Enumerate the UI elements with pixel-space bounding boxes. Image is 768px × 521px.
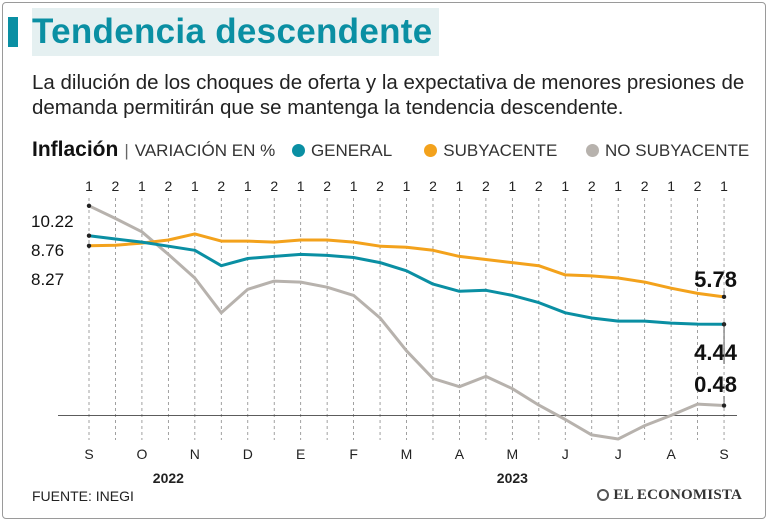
month-tick-label: J: [615, 446, 622, 462]
legend-dot-general: [291, 144, 305, 157]
fortnight-tick-label: 1: [85, 178, 93, 194]
y-start-label: 8.76: [31, 241, 64, 260]
year-label: 2023: [497, 470, 528, 486]
y-start-labels: 10.22 8.76 8.27: [31, 212, 74, 289]
fortnight-tick-label: 1: [138, 178, 146, 194]
legend-label-no-subyacente: NO SUBYACENTE: [605, 141, 750, 160]
fortnight-tick-label: 2: [482, 178, 490, 194]
end-value-label: 5.78: [694, 267, 737, 292]
fortnight-tick-label: 1: [667, 178, 675, 194]
series-line: [87, 204, 726, 441]
fortnight-tick-label: 2: [323, 178, 331, 194]
fortnight-tick-label: 1: [508, 178, 516, 194]
legend-label-general: GENERAL: [310, 141, 392, 160]
month-tick-label: F: [349, 446, 358, 462]
series-start-point: [86, 203, 92, 208]
legend-dot-subyacente: [424, 144, 438, 157]
month-tick-label: M: [507, 446, 519, 462]
month-tick-label: O: [136, 446, 147, 462]
fortnight-tick-label: 1: [456, 178, 464, 194]
month-tick-label: M: [401, 446, 413, 462]
end-value-labels: 5.78 4.44 0.48: [694, 267, 738, 403]
fortnight-tick-label: 1: [191, 178, 199, 194]
month-tick-label: S: [719, 446, 728, 462]
fortnight-tick-label: 1: [403, 178, 411, 194]
page-subtitle: La dilución de los choques de oferta y l…: [32, 71, 745, 119]
fortnight-tick-label: 2: [588, 178, 596, 194]
title-accent-bar: [8, 17, 18, 47]
brand-logo: EL ECONOMISTA: [597, 487, 742, 504]
fortnight-tick-label: 2: [376, 178, 384, 194]
fortnight-tick-label: 1: [244, 178, 252, 194]
legend-dot-no-subyacente: [586, 144, 600, 157]
month-tick-label: J: [562, 446, 569, 462]
fortnight-tick-label: 1: [561, 178, 569, 194]
year-label: 2022: [153, 470, 184, 486]
month-tick-label: S: [84, 446, 93, 462]
fortnight-tick-label: 1: [720, 178, 728, 194]
y-start-label: 10.22: [31, 212, 74, 231]
fortnight-tick-labels: 1 2 1 2 1 2 1 2 1 2 1 2 1 2 1 2 1 2 1 2 1 2 1 2 1: [85, 178, 728, 194]
fortnight-tick-label: 2: [429, 178, 437, 194]
legend-title: Inflación: [32, 138, 119, 161]
fortnight-tick-label: 2: [164, 178, 172, 194]
series-end-point: [721, 403, 727, 408]
fortnight-tick-label: 1: [350, 178, 358, 194]
legend: Inflación | VARIACIÓN EN % GENERAL SUBYACE…: [32, 136, 749, 164]
series-lines: [86, 203, 727, 441]
source-note: FUENTE: INEGI: [32, 488, 134, 504]
fortnight-tick-label: 2: [535, 178, 543, 194]
fortnight-tick-label: 2: [112, 178, 120, 194]
month-tick-label: N: [190, 446, 200, 462]
series-line: [87, 232, 726, 299]
gridlines: [88, 198, 725, 440]
end-value-label: 4.44: [694, 340, 738, 365]
series-end-point: [721, 294, 727, 300]
series-line: [87, 234, 726, 326]
month-tick-label: E: [296, 446, 305, 462]
fortnight-tick-label: 1: [614, 178, 622, 194]
brand-icon: [597, 489, 610, 501]
y-start-label: 8.27: [31, 270, 64, 289]
fortnight-tick-label: 2: [641, 178, 649, 194]
fortnight-tick-label: 2: [694, 178, 702, 194]
fortnight-tick-label: 2: [270, 178, 278, 194]
series-start-point: [86, 243, 92, 248]
month-tick-label: A: [455, 446, 465, 462]
legend-separator: |: [124, 141, 129, 160]
series-start-point: [86, 233, 92, 238]
brand-name: EL ECONOMISTA: [613, 487, 742, 503]
page-title: Tendencia descendente: [32, 8, 439, 56]
year-labels: 2022 2023: [153, 470, 528, 486]
end-value-label: 0.48: [694, 372, 737, 397]
month-tick-label: D: [243, 446, 253, 462]
fortnight-tick-label: 1: [297, 178, 305, 194]
legend-label-subyacente: SUBYACENTE: [443, 141, 558, 160]
fortnight-tick-label: 2: [217, 178, 225, 194]
month-tick-label: A: [666, 446, 676, 462]
legend-unit: VARIACIÓN EN %: [134, 141, 276, 160]
